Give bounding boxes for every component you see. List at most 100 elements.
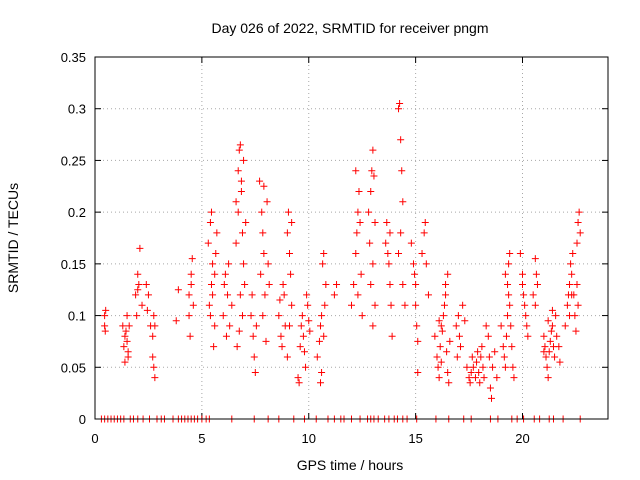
data-point bbox=[413, 322, 421, 330]
data-point bbox=[529, 291, 537, 299]
data-point bbox=[414, 337, 422, 345]
data-point bbox=[322, 281, 330, 289]
y-tick-label: 0.1 bbox=[68, 309, 86, 324]
data-point bbox=[385, 260, 393, 268]
data-point bbox=[412, 301, 420, 309]
data-point bbox=[386, 281, 394, 289]
data-point bbox=[573, 239, 581, 247]
data-point bbox=[264, 260, 272, 268]
data-point bbox=[469, 363, 477, 371]
data-point bbox=[189, 301, 197, 309]
data-point bbox=[317, 322, 325, 330]
data-point bbox=[398, 167, 406, 175]
data-point bbox=[186, 332, 194, 340]
data-point bbox=[295, 379, 303, 387]
data-point bbox=[442, 291, 450, 299]
data-point bbox=[420, 229, 428, 237]
data-point bbox=[144, 291, 152, 299]
data-point bbox=[101, 312, 109, 320]
gridlines bbox=[95, 57, 608, 419]
data-point bbox=[504, 281, 512, 289]
data-point bbox=[219, 312, 227, 320]
data-point bbox=[252, 322, 260, 330]
data-point bbox=[368, 167, 376, 175]
data-point bbox=[370, 172, 378, 180]
data-point bbox=[125, 322, 133, 330]
data-point bbox=[506, 301, 514, 309]
data-point bbox=[330, 291, 338, 299]
data-point bbox=[263, 198, 271, 206]
data-point bbox=[563, 301, 571, 309]
data-point bbox=[240, 260, 248, 268]
data-point bbox=[265, 281, 273, 289]
x-tick-label: 5 bbox=[198, 431, 205, 446]
data-point bbox=[235, 327, 243, 335]
data-point bbox=[552, 312, 560, 320]
data-point bbox=[136, 244, 144, 252]
data-point bbox=[296, 343, 304, 351]
data-point bbox=[321, 301, 329, 309]
data-point bbox=[143, 306, 151, 314]
data-point bbox=[516, 250, 524, 258]
data-point bbox=[440, 301, 448, 309]
data-point bbox=[551, 353, 559, 361]
data-point bbox=[304, 301, 312, 309]
y-tick-label: 0.25 bbox=[61, 153, 86, 168]
data-point bbox=[225, 260, 233, 268]
data-point bbox=[123, 337, 131, 345]
data-point bbox=[134, 286, 142, 294]
data-point bbox=[395, 250, 403, 258]
data-point bbox=[508, 343, 516, 351]
data-point bbox=[206, 218, 214, 226]
data-point bbox=[387, 301, 395, 309]
data-point bbox=[317, 379, 325, 387]
data-point bbox=[187, 281, 195, 289]
data-point bbox=[237, 187, 245, 195]
y-tick-label: 0.15 bbox=[61, 257, 86, 272]
data-point bbox=[226, 322, 234, 330]
data-point bbox=[519, 270, 526, 278]
data-point bbox=[320, 332, 328, 340]
data-point bbox=[333, 281, 341, 289]
data-point bbox=[172, 317, 180, 325]
data-point bbox=[138, 301, 146, 309]
data-point bbox=[437, 358, 445, 366]
data-point bbox=[371, 218, 379, 226]
data-point bbox=[574, 218, 582, 226]
data-point bbox=[185, 312, 193, 320]
data-point bbox=[482, 322, 490, 330]
data-point bbox=[544, 317, 552, 325]
data-point bbox=[150, 363, 158, 371]
data-point bbox=[188, 255, 196, 263]
data-point bbox=[250, 353, 258, 361]
data-point bbox=[238, 229, 246, 237]
data-point bbox=[548, 306, 556, 314]
data-point bbox=[358, 312, 366, 320]
data-point bbox=[187, 270, 195, 278]
data-point bbox=[485, 353, 493, 361]
data-point bbox=[556, 358, 564, 366]
data-point bbox=[443, 348, 451, 356]
data-point bbox=[102, 306, 110, 314]
data-point bbox=[286, 322, 294, 330]
data-point bbox=[120, 343, 128, 351]
data-point bbox=[507, 322, 515, 330]
data-point bbox=[294, 374, 302, 382]
data-point bbox=[446, 337, 454, 345]
data-point bbox=[422, 260, 430, 268]
data-point bbox=[397, 229, 405, 237]
data-point bbox=[210, 343, 218, 351]
data-point bbox=[395, 105, 403, 113]
data-point bbox=[457, 343, 465, 351]
data-point bbox=[434, 363, 442, 371]
data-point bbox=[568, 270, 576, 278]
data-point bbox=[257, 270, 265, 278]
data-point bbox=[132, 291, 140, 299]
data-point bbox=[467, 368, 475, 376]
data-point bbox=[576, 229, 584, 237]
data-point bbox=[431, 332, 439, 340]
data-point bbox=[575, 208, 583, 216]
x-tick-label: 10 bbox=[302, 431, 316, 446]
data-point bbox=[510, 374, 518, 382]
data-point bbox=[523, 322, 531, 330]
